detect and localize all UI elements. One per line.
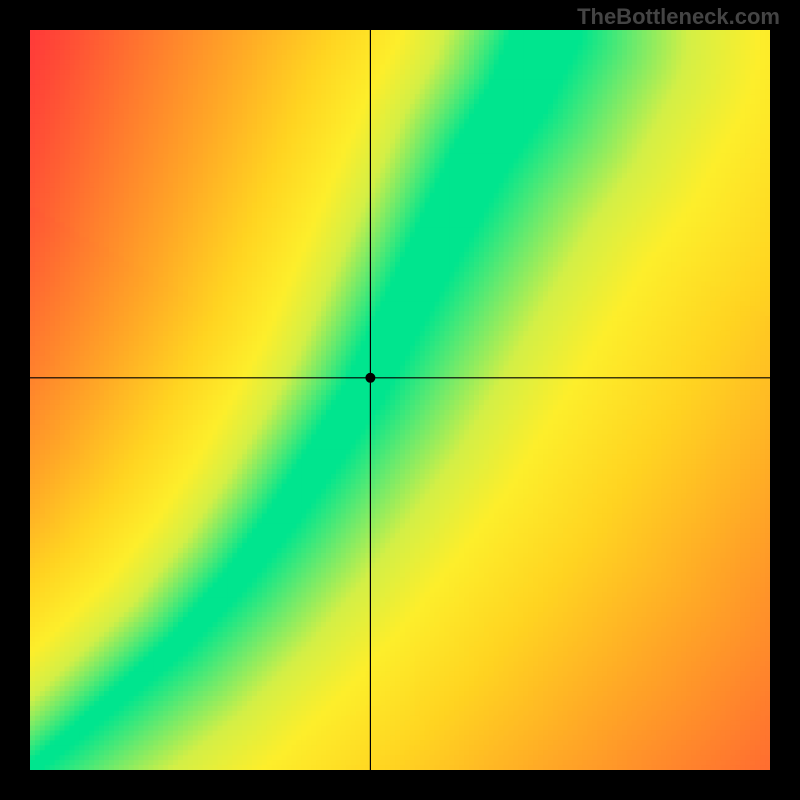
watermark-text: TheBottleneck.com [577, 4, 780, 30]
bottleneck-heatmap [30, 30, 770, 770]
chart-container: TheBottleneck.com [0, 0, 800, 800]
